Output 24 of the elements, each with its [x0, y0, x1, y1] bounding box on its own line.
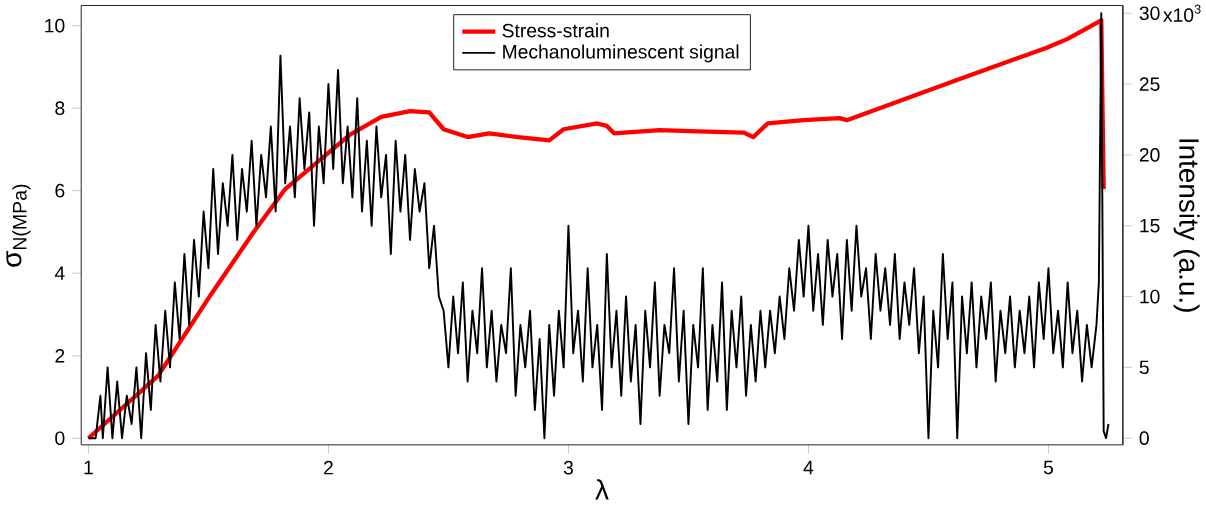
x-tick-label: 5: [1043, 460, 1054, 475]
y2-tick-label: 25: [1139, 77, 1160, 91]
y2-tick-label: 5: [1139, 360, 1149, 375]
y-tick-label: 10: [45, 18, 65, 33]
x-tick-label: 3: [563, 460, 573, 475]
x-axis-title: λ: [595, 479, 609, 500]
y2-tick-label: 0: [1139, 431, 1149, 446]
y2-tick-label: 15: [1140, 219, 1160, 233]
y2-axis-title: Intensity (a.u.): [1173, 139, 1200, 312]
text: x10$^{3}$: [1163, 4, 1201, 23]
legend-label: Mechanoluminescent signal: [503, 44, 739, 63]
y-tick-label: 2: [55, 349, 65, 363]
y-tick-label: 8: [55, 101, 65, 116]
x-tick-label: 1: [84, 460, 93, 475]
y-axis-title: σ$_{N(MPa)}$: [6, 184, 31, 267]
y2-tick-label: 10: [1140, 289, 1160, 304]
legend-label: Stress-strain: [502, 23, 609, 38]
y-tick-label: 6: [55, 183, 65, 198]
y2-tick-label: 30: [1139, 6, 1160, 21]
y-tick-label: 0: [55, 431, 65, 446]
x-tick-label: 4: [803, 460, 814, 475]
y2-tick-label: 20: [1139, 148, 1160, 162]
y-tick-label: 4: [54, 266, 65, 280]
x-tick-label: 2: [324, 460, 333, 475]
